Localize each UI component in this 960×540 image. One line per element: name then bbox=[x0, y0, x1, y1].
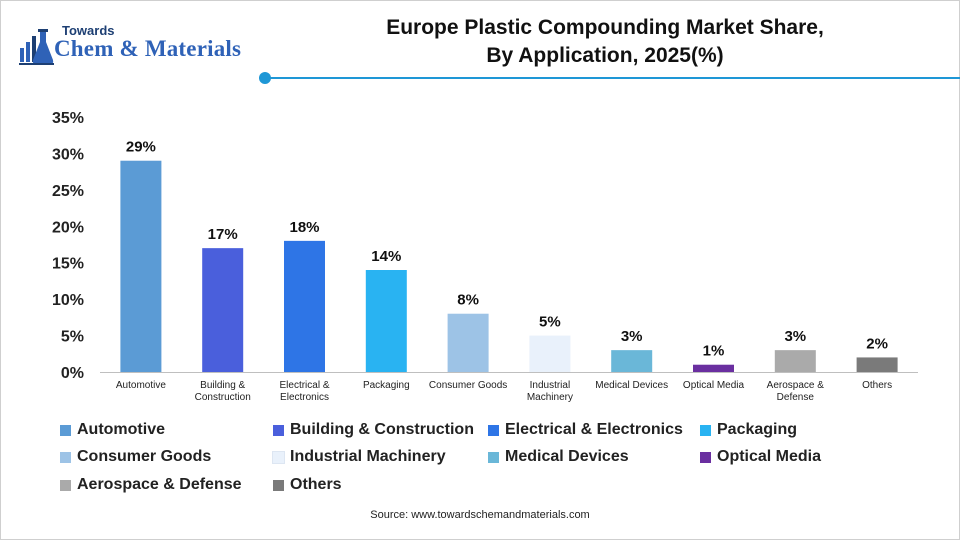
x-tick-label: Packaging bbox=[363, 380, 410, 391]
legend-label: Consumer Goods bbox=[77, 448, 212, 465]
legend-label: Packaging bbox=[717, 421, 798, 438]
x-tick-label-line: Others bbox=[862, 380, 892, 391]
legend-item: Electrical & Electronics bbox=[488, 420, 683, 440]
legend-item: Others bbox=[273, 475, 342, 495]
x-tick-label-line: Electronics bbox=[280, 392, 329, 403]
source-note: Source: www.towardschemandmaterials.com bbox=[370, 509, 590, 521]
legend-label: Aerospace & Defense bbox=[77, 476, 242, 493]
x-tick-label: Consumer Goods bbox=[429, 380, 507, 391]
x-tick-label: Aerospace & Defense bbox=[767, 380, 825, 403]
legend-item: Medical Devices bbox=[488, 447, 629, 467]
legend-label: Building & Construction bbox=[290, 421, 474, 438]
x-tick-label: Optical Media bbox=[683, 380, 745, 391]
x-tick-label-line: Machinery bbox=[527, 392, 573, 403]
x-tick-label-line: Building & bbox=[200, 380, 245, 391]
bar-value-label: 3% bbox=[784, 328, 806, 345]
brand-logo: Towards Chem & Materials bbox=[14, 16, 254, 70]
x-tick-label-line: Consumer Goods bbox=[429, 380, 507, 391]
bar-value-label: 17% bbox=[208, 226, 238, 243]
legend-item: Packaging bbox=[700, 420, 797, 440]
bar bbox=[611, 350, 653, 372]
bar-value-label: 14% bbox=[371, 248, 401, 265]
legend-swatch bbox=[700, 424, 711, 436]
bar bbox=[529, 335, 571, 372]
legend-item: Building & Construction bbox=[273, 420, 474, 440]
x-tick-label-line: Electrical & bbox=[279, 380, 329, 391]
x-tick-label-line: Medical Devices bbox=[595, 380, 668, 391]
bar bbox=[365, 270, 407, 372]
title-rule-line bbox=[268, 77, 960, 79]
legend-label: Optical Media bbox=[717, 448, 822, 465]
bar bbox=[202, 248, 244, 372]
flask-logo-icon bbox=[19, 29, 54, 65]
bar bbox=[774, 350, 816, 372]
x-tick-label: Others bbox=[862, 380, 892, 391]
x-tick-label-line: Packaging bbox=[363, 380, 410, 391]
chart-title-line-1: Europe Plastic Compounding Market Share, bbox=[386, 16, 824, 39]
legend-swatch bbox=[273, 479, 284, 491]
bar-value-label: 18% bbox=[289, 219, 319, 236]
y-tick-label: 20% bbox=[52, 219, 84, 236]
legend-swatch bbox=[272, 450, 285, 464]
legend-item: Consumer Goods bbox=[60, 447, 211, 467]
y-tick-label: 30% bbox=[52, 146, 84, 163]
x-tick-label: Building & Construction bbox=[195, 380, 251, 403]
bar bbox=[447, 313, 489, 372]
y-tick-label: 25% bbox=[52, 183, 84, 200]
x-tick-label: Medical Devices bbox=[595, 380, 668, 391]
bar bbox=[856, 357, 898, 372]
y-tick-label: 0% bbox=[61, 365, 84, 382]
chart-title-line-2: By Application, 2025(%) bbox=[486, 44, 724, 67]
chart-title: Europe Plastic Compounding Market Share,… bbox=[300, 14, 910, 70]
legend-label: Electrical & Electronics bbox=[505, 421, 683, 438]
x-tick-label-line: Automotive bbox=[116, 380, 166, 391]
legend-swatch bbox=[60, 424, 71, 436]
legend-swatch bbox=[273, 424, 284, 436]
x-tick-label-line: Construction bbox=[195, 392, 251, 403]
bar-value-label: 1% bbox=[703, 343, 725, 360]
legend-swatch bbox=[60, 451, 71, 463]
bar bbox=[120, 160, 162, 372]
x-tick-label: Automotive bbox=[116, 380, 166, 391]
bar bbox=[693, 364, 734, 372]
bar-chart: 0% 5% 10% 15% 20% 25% 30% 35% 29% Automotive 17% Bu… bbox=[52, 110, 918, 403]
x-tick-label-line: Defense bbox=[777, 392, 815, 403]
brand-line-2: Chem & Materials bbox=[54, 36, 242, 61]
bar-value-label: 29% bbox=[126, 139, 156, 156]
bar-value-label: 8% bbox=[457, 292, 479, 309]
legend-swatch bbox=[488, 424, 499, 436]
legend-swatch bbox=[60, 479, 71, 491]
legend-label: Automotive bbox=[77, 421, 165, 438]
legend-label: Others bbox=[290, 476, 342, 493]
bar-value-label: 5% bbox=[539, 314, 561, 331]
legend-swatch bbox=[488, 451, 499, 463]
title-rule-dot bbox=[259, 72, 271, 84]
legend-item: Industrial Machinery bbox=[272, 447, 446, 467]
legend-label: Industrial Machinery bbox=[290, 448, 446, 465]
y-tick-label: 10% bbox=[52, 292, 84, 309]
y-tick-label: 5% bbox=[61, 329, 84, 346]
brand-line-1: Towards bbox=[62, 23, 115, 38]
y-tick-label: 35% bbox=[52, 110, 84, 127]
legend-item: Optical Media bbox=[700, 447, 821, 467]
bar bbox=[284, 240, 325, 372]
y-tick-label: 15% bbox=[52, 256, 84, 273]
x-tick-label-line: Optical Media bbox=[683, 380, 745, 391]
bar-value-label: 3% bbox=[621, 328, 643, 345]
x-tick-label-line: Industrial bbox=[530, 380, 571, 391]
x-tick-label: Industrial Machinery bbox=[527, 380, 573, 403]
legend-label: Medical Devices bbox=[505, 448, 629, 465]
x-tick-label-line: Aerospace & bbox=[767, 380, 825, 391]
legend-swatch bbox=[700, 451, 711, 463]
bar-value-label: 2% bbox=[866, 335, 888, 352]
x-tick-label: Electrical & Electronics bbox=[279, 380, 329, 403]
legend-item: Automotive bbox=[60, 420, 165, 440]
legend-item: Aerospace & Defense bbox=[60, 475, 242, 495]
